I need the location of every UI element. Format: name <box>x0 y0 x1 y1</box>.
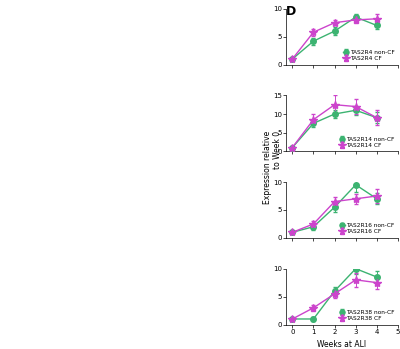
Legend: TAS2R4 non-CF, TAS2R4 CF: TAS2R4 non-CF, TAS2R4 CF <box>343 50 395 62</box>
Legend: TAS2R14 non-CF, TAS2R14 CF: TAS2R14 non-CF, TAS2R14 CF <box>339 136 395 148</box>
Text: Expression relative
to Week 0: Expression relative to Week 0 <box>263 131 282 204</box>
X-axis label: Weeks at ALI: Weeks at ALI <box>318 340 366 349</box>
Legend: TAS2R38 non-CF, TAS2R38 CF: TAS2R38 non-CF, TAS2R38 CF <box>339 310 395 322</box>
Legend: TAS2R16 non-CF, TAS2R16 CF: TAS2R16 non-CF, TAS2R16 CF <box>339 223 395 235</box>
Text: D: D <box>286 5 296 18</box>
